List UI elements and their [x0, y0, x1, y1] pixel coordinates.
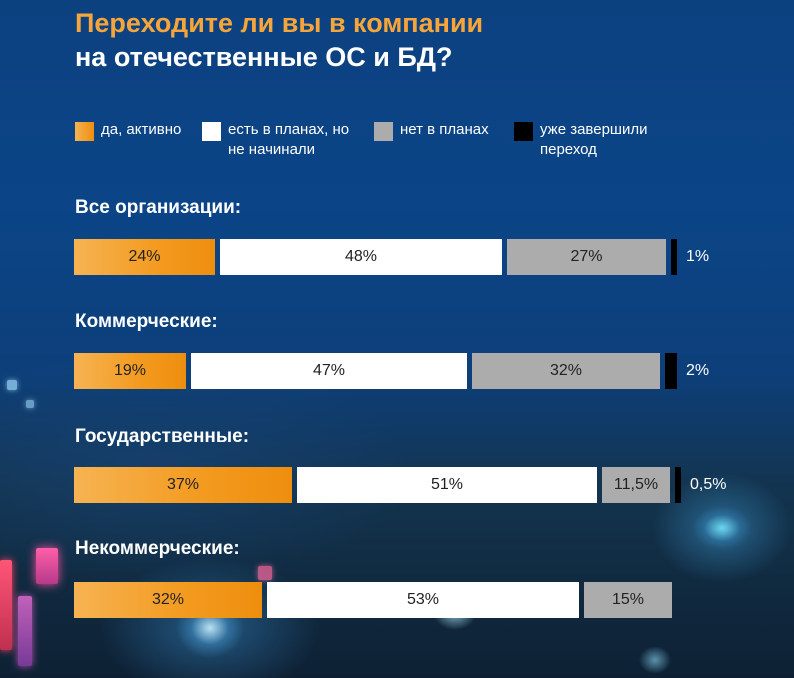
data-label-completed: 1% — [686, 248, 710, 265]
data-label-completed: 2% — [686, 362, 710, 379]
bar-segment-not-planned: 15% — [584, 582, 672, 618]
neon-sign-violet — [18, 596, 32, 666]
neon-sign-pink — [36, 548, 58, 584]
bar-segment-active: 19% — [74, 353, 186, 389]
legend-item-active: да, активно — [75, 120, 181, 141]
bar-segment-not-planned: 32% — [472, 353, 660, 389]
legend-swatch-orange — [75, 122, 94, 141]
legend-label: уже завершили переход — [540, 121, 648, 158]
bar-segment-completed — [665, 353, 677, 389]
legend-label: нет в планах — [400, 121, 489, 138]
neon-sign-window-2 — [26, 400, 34, 408]
bar-row: 37% 51% 11,5% 0,5% — [0, 467, 794, 503]
neon-sign-red — [0, 560, 12, 650]
group-label: Некоммерческие: — [75, 538, 240, 559]
bar-segment-planned: 47% — [191, 353, 467, 389]
bar-segment-not-planned: 27% — [507, 239, 666, 275]
bar-row: 24% 48% 27% 1% — [0, 239, 794, 275]
title-line-1: Переходите ли вы в компании — [75, 8, 484, 38]
legend-swatch-black — [514, 122, 533, 141]
neon-sign-window — [7, 380, 17, 390]
page-title: Переходите ли вы в компании на отечестве… — [75, 6, 483, 74]
bar-segment-planned: 48% — [220, 239, 502, 275]
bar-segment-completed — [671, 239, 677, 275]
bar-segment-planned: 51% — [297, 467, 597, 503]
bar-row: 32% 53% 15% — [0, 582, 794, 618]
legend-swatch-white — [202, 122, 221, 141]
legend-swatch-gray — [374, 122, 393, 141]
legend-item-not-planned: нет в планах — [374, 120, 489, 141]
neon-sign-small — [258, 566, 272, 580]
bar-segment-active: 32% — [74, 582, 262, 618]
group-label: Коммерческие: — [75, 311, 218, 332]
bar-row: 19% 47% 32% 2% — [0, 353, 794, 389]
legend-label: есть в планах, но не начинали — [228, 121, 350, 158]
bar-segment-planned: 53% — [267, 582, 579, 618]
bar-segment-not-planned: 11,5% — [602, 467, 670, 503]
group-label: Государственные: — [75, 426, 250, 447]
legend-item-completed: уже завершили переход — [514, 120, 647, 160]
bar-segment-completed — [675, 467, 681, 503]
legend-label: да, активно — [101, 121, 182, 138]
bar-segment-active: 37% — [74, 467, 292, 503]
legend-item-planned: есть в планах, но не начинали — [202, 120, 349, 160]
bar-segment-active: 24% — [74, 239, 215, 275]
data-label-completed: 0,5% — [690, 476, 727, 493]
title-line-2: на отечественные ОС и БД? — [75, 42, 453, 72]
chart-legend: да, активно есть в планах, но не начинал… — [0, 120, 794, 170]
group-label: Все организации: — [75, 197, 242, 218]
